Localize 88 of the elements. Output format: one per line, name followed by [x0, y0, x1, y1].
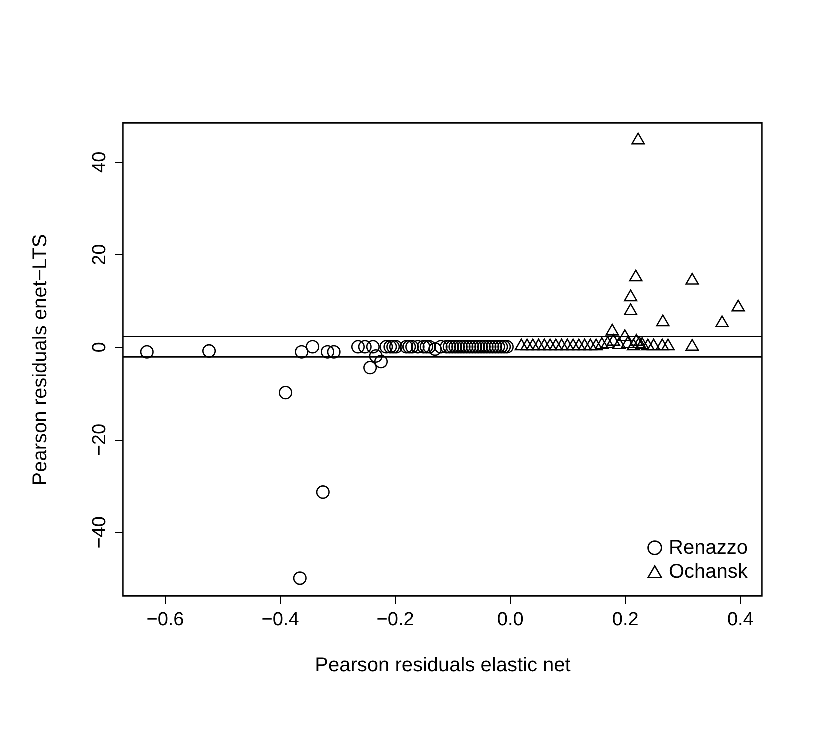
point: [595, 337, 609, 350]
point: [549, 338, 563, 351]
point: [514, 338, 528, 351]
point: [624, 290, 638, 302]
y-tick-label: 0: [90, 342, 110, 353]
x-tick-label: −0.4: [262, 610, 300, 630]
point: [656, 338, 670, 351]
point: [384, 340, 398, 354]
point: [647, 338, 661, 351]
point: [621, 336, 635, 348]
x-tick-label: −0.6: [146, 610, 184, 630]
point: [293, 572, 307, 586]
y-axis-title: Pearson residuals enet−LTS: [30, 234, 52, 486]
point: [732, 300, 746, 312]
point: [402, 340, 416, 354]
point: [584, 338, 598, 351]
x-tick-label: 0.2: [612, 610, 639, 630]
point: [420, 340, 434, 354]
y-tick-label: 20: [90, 244, 110, 266]
point: [624, 304, 638, 316]
point: [374, 355, 388, 369]
point: [686, 339, 700, 352]
point: [417, 340, 431, 354]
y-tick-label: 40: [90, 152, 110, 173]
point: [406, 340, 420, 354]
point: [612, 337, 626, 350]
point: [560, 338, 574, 351]
point: [686, 273, 700, 285]
point: [366, 340, 380, 354]
x-tick-label: 0.4: [727, 610, 754, 630]
point: [636, 337, 650, 350]
point: [555, 338, 569, 351]
legend-label: Ochansk: [669, 561, 749, 583]
point: [492, 340, 506, 354]
x-tick-label: −0.2: [376, 610, 414, 630]
point: [494, 340, 508, 354]
point: [369, 350, 383, 364]
point: [295, 345, 309, 359]
point: [632, 336, 646, 348]
point: [606, 324, 620, 336]
point: [351, 340, 366, 354]
point: [500, 340, 514, 354]
point: [632, 132, 646, 145]
point: [661, 338, 676, 351]
point: [716, 316, 730, 328]
point: [629, 270, 643, 282]
point: [641, 338, 655, 351]
point: [440, 340, 454, 354]
point: [411, 340, 425, 354]
point: [202, 344, 216, 358]
point: [358, 340, 372, 354]
point: [526, 338, 540, 351]
point: [400, 340, 414, 354]
point: [278, 386, 293, 400]
point: [140, 345, 154, 359]
point: [590, 338, 604, 351]
point: [520, 338, 534, 351]
point: [448, 340, 462, 354]
point: [656, 314, 670, 327]
point: [442, 340, 456, 354]
point: [380, 340, 394, 354]
point: [544, 338, 558, 351]
point: [327, 345, 341, 359]
point: [566, 338, 580, 351]
x-axis-title: Pearson residuals elastic net: [315, 654, 572, 676]
point: [306, 340, 320, 354]
point: [626, 338, 641, 351]
point: [316, 486, 330, 500]
point: [434, 340, 448, 354]
point: [578, 338, 592, 351]
point: [320, 345, 335, 359]
x-tick-label: 0.0: [497, 610, 524, 630]
point: [532, 338, 546, 351]
point: [572, 338, 586, 351]
point: [498, 340, 512, 354]
point: [538, 338, 552, 351]
y-tick-label: −20: [90, 424, 110, 456]
point: [606, 334, 620, 346]
point: [618, 329, 632, 342]
y-tick-label: −40: [90, 516, 110, 549]
point: [364, 361, 378, 375]
point: [601, 336, 615, 348]
point: [630, 334, 644, 346]
point: [386, 340, 400, 354]
legend-label: Renazzo: [669, 537, 748, 559]
point: [389, 340, 403, 354]
point: [422, 340, 436, 354]
point: [428, 342, 442, 356]
